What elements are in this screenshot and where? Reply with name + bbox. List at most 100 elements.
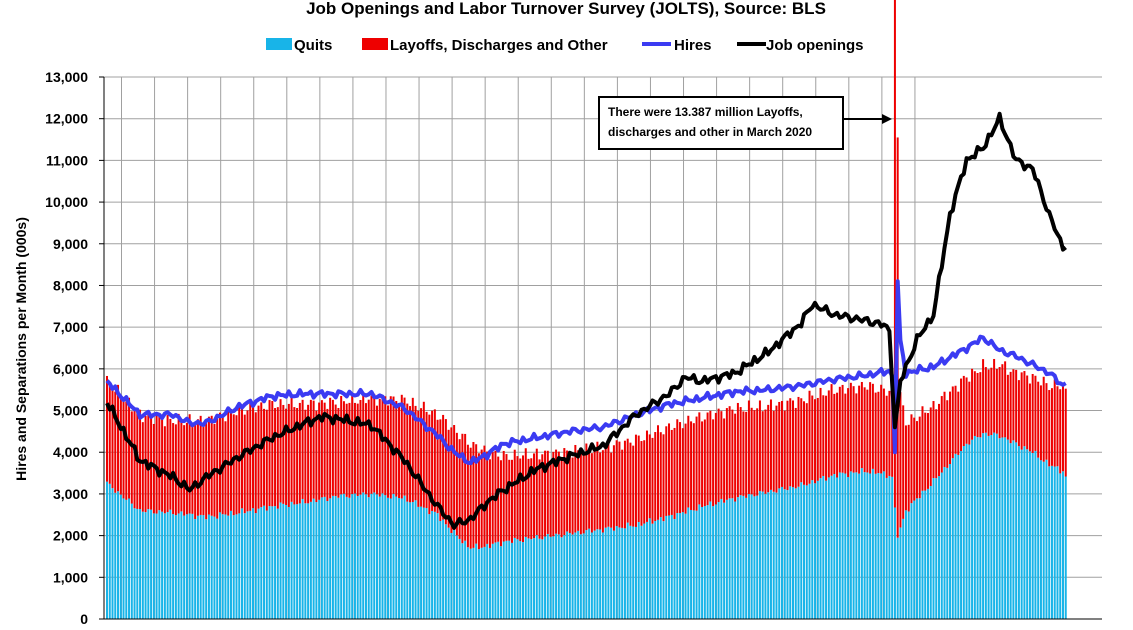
quits-bar (337, 497, 340, 619)
quits-bar (783, 489, 786, 619)
quits-bar (871, 468, 874, 619)
layoffs-bar (940, 396, 943, 473)
layoffs-bar (483, 445, 486, 547)
layoffs-bar (1034, 375, 1037, 451)
layoffs-bar (668, 423, 671, 516)
quits-bar (229, 510, 232, 619)
layoffs-bar (199, 415, 202, 515)
layoffs-bar (320, 400, 323, 498)
layoffs-bar (373, 393, 376, 493)
quits-bar (334, 496, 337, 619)
quits-bar (345, 496, 348, 619)
quits-bar (323, 496, 326, 619)
layoffs-bar (1045, 383, 1048, 460)
quits-bar (508, 540, 511, 619)
layoffs-bar (632, 445, 635, 527)
quits-bar (568, 532, 571, 619)
quits-bar (932, 478, 935, 619)
layoffs-bar (637, 435, 640, 522)
layoffs-bar (114, 391, 117, 493)
layoffs-bar (235, 415, 238, 515)
quits-bar (444, 524, 447, 619)
layoffs-bar (1039, 385, 1042, 461)
quits-bar (855, 472, 858, 619)
quits-bar (621, 527, 624, 619)
quits-bar (464, 540, 467, 619)
layoffs-bar (254, 412, 257, 514)
quits-bar (786, 490, 789, 619)
layoffs-bar (877, 391, 880, 474)
quits-bar (240, 508, 243, 619)
layoffs-bar (533, 453, 536, 539)
quits-bar (789, 486, 792, 619)
layoffs-bar (736, 402, 739, 498)
layoffs-bar (298, 402, 301, 504)
layoffs-bar (590, 453, 593, 533)
layoffs-bar (629, 442, 632, 526)
layoffs-bar (513, 449, 516, 538)
quits-bar (778, 488, 781, 619)
layoffs-bar (546, 450, 549, 534)
quits-bar (1059, 473, 1062, 619)
quits-bar (497, 541, 500, 619)
quits-bar (227, 515, 230, 619)
quits-bar (1037, 457, 1040, 619)
layoffs-bar (822, 395, 825, 476)
quits-bar (172, 514, 175, 619)
layoffs-bar (910, 414, 913, 504)
quits-bar (271, 506, 274, 619)
layoffs-bar (232, 414, 235, 516)
layoffs-bar (714, 412, 717, 505)
quits-bar (442, 519, 445, 619)
layoffs-bar (265, 409, 268, 511)
quits-bar (417, 506, 420, 619)
quits-bar (888, 475, 891, 619)
quits-bar (805, 485, 808, 619)
quits-bar (563, 535, 566, 619)
layoffs-bar (1009, 371, 1012, 444)
layoffs-bar (825, 395, 828, 481)
quits-bar (623, 528, 626, 619)
layoffs-bar (301, 399, 304, 499)
quits-bar (348, 497, 351, 619)
layoffs-bar (926, 413, 929, 489)
layoffs-bar (712, 419, 715, 507)
quits-bar (1056, 466, 1059, 619)
layoffs-bar (166, 415, 169, 513)
layoffs-bar (172, 423, 175, 515)
quits-bar (555, 533, 558, 619)
y-axis-label: Hires and Separations per Month (000s) (13, 217, 29, 481)
quits-bar (971, 439, 974, 619)
layoffs-bar (734, 413, 737, 502)
quits-bar (852, 472, 855, 619)
layoffs-bar (703, 419, 706, 507)
quits-bar (329, 498, 332, 619)
layoffs-bar (362, 392, 365, 493)
legend-swatch-quits (266, 38, 292, 50)
layoffs-bar (720, 411, 723, 499)
quits-bar (1028, 451, 1031, 619)
quits-bar (803, 484, 806, 619)
quits-bar (585, 530, 588, 619)
quits-bar (213, 516, 216, 619)
quits-bar (1020, 449, 1023, 619)
layoffs-bar (938, 403, 941, 477)
layoffs-bar (541, 454, 544, 540)
quits-bar (960, 451, 963, 619)
layoffs-bar (1004, 361, 1007, 438)
quits-bar (326, 500, 329, 619)
layoffs-bar (196, 419, 199, 516)
layoffs-bar (1053, 379, 1056, 467)
quits-bar (949, 463, 952, 619)
layoffs-bar (522, 455, 525, 543)
layoffs-bar (819, 387, 822, 479)
quits-bar (599, 529, 602, 619)
quits-bar (601, 532, 604, 619)
quits-bar (946, 467, 949, 619)
quits-bar (315, 502, 318, 619)
layoffs-bar (739, 407, 742, 496)
quits-bar (387, 497, 390, 619)
layoffs-bar (893, 0, 896, 508)
quits-bar (439, 521, 442, 619)
quits-bar (342, 493, 345, 619)
